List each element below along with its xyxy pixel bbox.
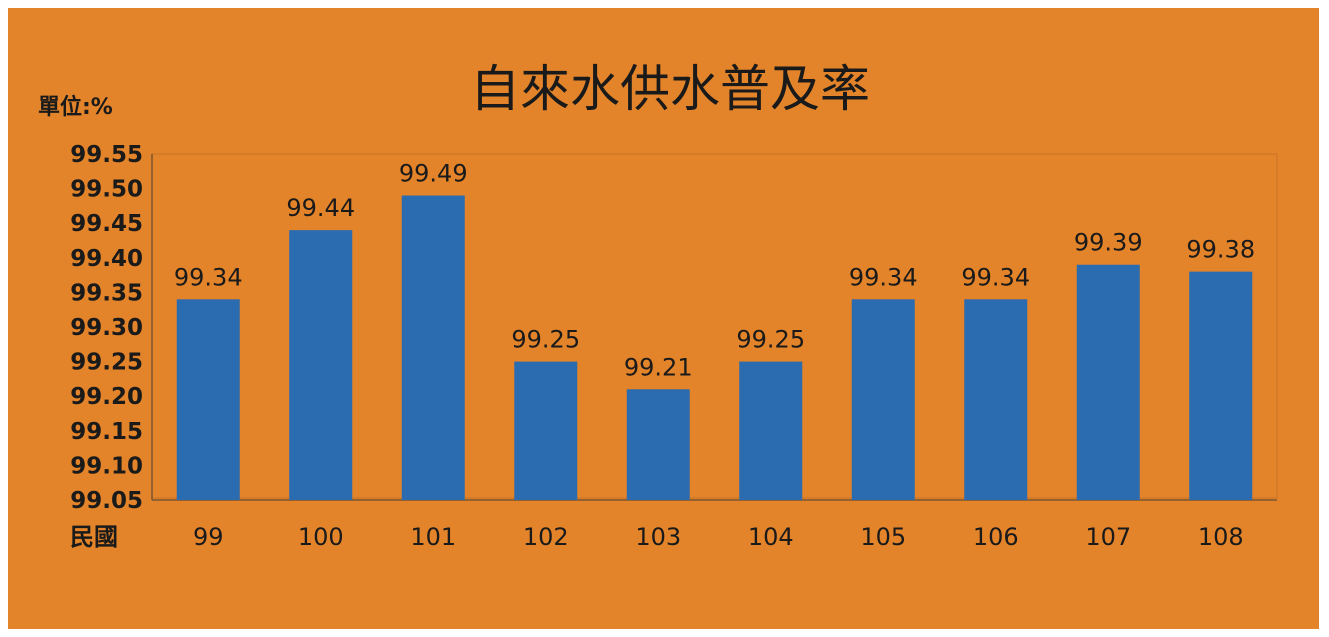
bar-103 <box>626 389 690 500</box>
data-label-100: 99.44 <box>286 194 355 222</box>
chart-panel: 自來水供水普及率 單位:% 民國 99.05 99.10 99.15 99.20 99.… <box>8 8 1319 629</box>
x-tick-label: 99 <box>193 523 224 551</box>
data-label-101: 99.49 <box>399 160 468 188</box>
y-tick-label: 99.35 <box>70 280 143 306</box>
data-label-104: 99.25 <box>736 326 805 354</box>
bars <box>176 195 1253 500</box>
bar-99 <box>176 299 240 500</box>
bar-100 <box>289 230 353 500</box>
y-tick-label: 99.25 <box>70 350 143 376</box>
y-tick-label: 99.40 <box>70 246 143 272</box>
y-tick-label: 99.10 <box>70 453 143 479</box>
x-tick-label: 106 <box>973 523 1019 551</box>
x-tick-label: 107 <box>1085 523 1131 551</box>
bar-102 <box>514 361 578 500</box>
data-label-108: 99.38 <box>1186 236 1255 264</box>
data-label-103: 99.21 <box>624 353 693 381</box>
chart-title: 自來水供水普及率 <box>470 60 870 118</box>
y-tick-label: 99.20 <box>70 384 143 410</box>
bar-105 <box>851 299 915 500</box>
bar-108 <box>1189 271 1253 500</box>
bar-106 <box>964 299 1028 500</box>
data-label-99: 99.34 <box>174 263 243 291</box>
unit-label: 單位:% <box>38 94 113 120</box>
x-tick-label: 104 <box>748 523 794 551</box>
bar-101 <box>401 195 465 500</box>
bar-107 <box>1076 264 1140 500</box>
x-axis-prefix: 民國 <box>70 523 118 551</box>
y-tick-label: 99.55 <box>70 142 143 168</box>
y-tick-label: 99.05 <box>70 488 143 514</box>
data-label-106: 99.34 <box>961 263 1030 291</box>
x-tick-label: 103 <box>635 523 681 551</box>
y-tick-label: 99.50 <box>70 177 143 203</box>
x-axis-ticks: 99 100 101 102 103 104 105 106 107 108 <box>193 523 1244 551</box>
chart-svg: 自來水供水普及率 單位:% 民國 99.0599.1099.1599.2099.… <box>38 60 1278 551</box>
x-tick-label: 105 <box>860 523 906 551</box>
y-tick-label: 99.30 <box>70 315 143 341</box>
data-label-102: 99.25 <box>511 326 580 354</box>
bar-104 <box>739 361 803 500</box>
data-label-105: 99.34 <box>849 263 918 291</box>
y-tick-label: 99.45 <box>70 211 143 237</box>
y-tick-label: 99.15 <box>70 419 143 445</box>
x-tick-label: 108 <box>1198 523 1244 551</box>
x-tick-label: 100 <box>298 523 344 551</box>
y-axis-ticks: 99.05 99.10 99.15 99.20 99.25 99.30 99.35 99.40… <box>70 142 143 514</box>
x-tick-label: 102 <box>523 523 569 551</box>
data-labels: 99.34 99.44 99.49 99.25 99.21 99.25 99.34 99.34… <box>174 160 1255 382</box>
x-tick-label: 101 <box>410 523 456 551</box>
data-label-107: 99.39 <box>1074 229 1143 257</box>
